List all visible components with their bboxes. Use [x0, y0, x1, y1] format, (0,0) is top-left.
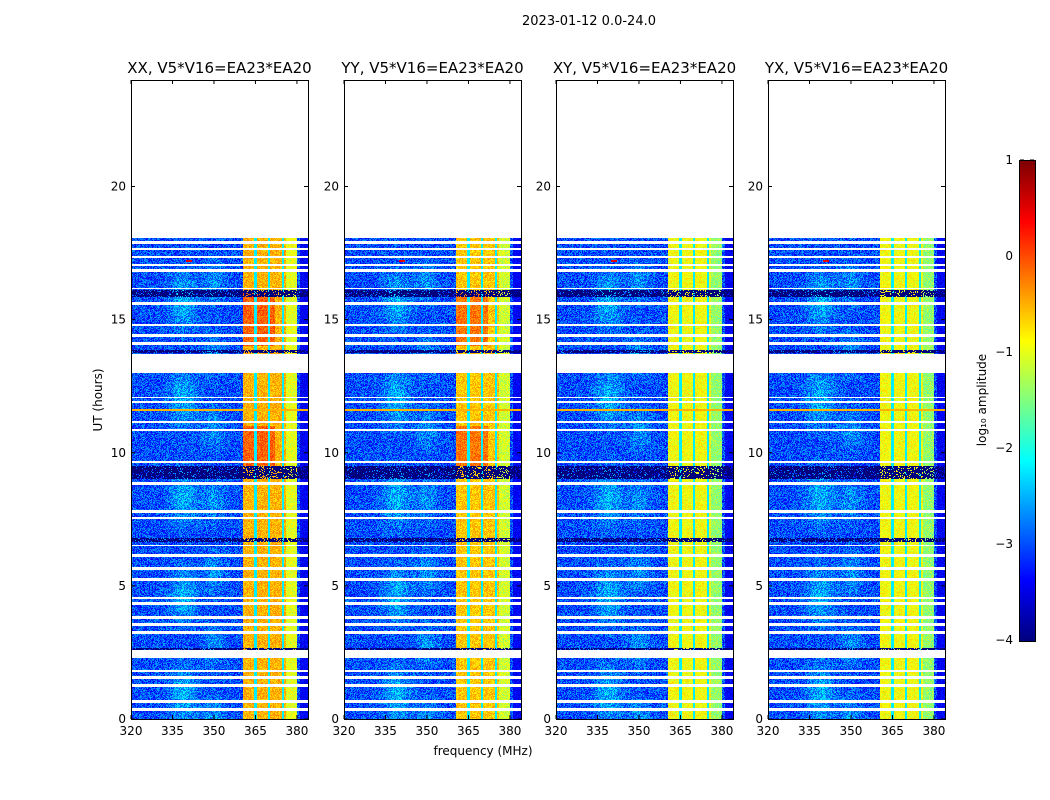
colorbar-tick-label: −3: [995, 537, 1013, 551]
y-tick-label: 20: [111, 180, 126, 194]
x-tick-label: 335: [798, 724, 821, 738]
panel-title: XX, V5*V16=EA23*EA20: [127, 59, 311, 77]
y-tick-label: 5: [543, 579, 551, 593]
plot-frame: [344, 80, 522, 720]
x-tick-label: 335: [586, 724, 609, 738]
y-tick-label: 5: [118, 579, 126, 593]
x-tick-label: 320: [333, 724, 356, 738]
y-axis-label: UT (hours): [91, 368, 105, 431]
x-tick-label: 350: [416, 724, 439, 738]
x-tick-label: 335: [374, 724, 397, 738]
colorbar-tick-label: −2: [995, 441, 1013, 455]
x-tick-label: 380: [285, 724, 308, 738]
x-tick-label: 380: [710, 724, 733, 738]
y-tick-label: 0: [331, 712, 339, 726]
y-tick-label: 5: [755, 579, 763, 593]
spectrogram-xx: [131, 80, 308, 719]
x-tick-label: 365: [881, 724, 904, 738]
spectrogram-yx: [768, 80, 945, 719]
y-tick-label: 15: [536, 313, 551, 327]
figure-suptitle: 2023-01-12 0.0-24.0: [522, 14, 656, 29]
y-tick-label: 0: [118, 712, 126, 726]
y-tick-label: 10: [748, 446, 763, 460]
panel-title: YY, V5*V16=EA23*EA20: [340, 59, 523, 77]
y-tick-label: 20: [324, 180, 339, 194]
spectrogram-yy: [344, 80, 521, 719]
y-tick-label: 15: [111, 313, 126, 327]
y-tick-label: 5: [331, 579, 339, 593]
y-tick-label: 10: [324, 446, 339, 460]
x-tick-label: 365: [457, 724, 480, 738]
x-tick-label: 365: [669, 724, 692, 738]
panel-title: XY, V5*V16=EA23*EA20: [553, 59, 736, 77]
plot-frame: [131, 80, 309, 720]
plot-frame: [768, 80, 946, 720]
panel-title: YX, V5*V16=EA23*EA20: [764, 59, 948, 77]
x-tick-label: 320: [757, 724, 780, 738]
plot-frame: [556, 80, 734, 720]
y-tick-label: 20: [536, 180, 551, 194]
colorbar-tick-label: −4: [995, 633, 1013, 647]
colorbar-tick-label: 1: [1005, 153, 1013, 167]
x-tick-label: 320: [120, 724, 143, 738]
y-tick-label: 10: [536, 446, 551, 460]
y-tick-label: 20: [748, 180, 763, 194]
x-tick-label: 320: [545, 724, 568, 738]
colorbar-label: log₁₀ amplitude: [975, 354, 989, 446]
colorbar: [1019, 160, 1036, 642]
x-tick-label: 350: [203, 724, 226, 738]
x-tick-label: 350: [628, 724, 651, 738]
x-tick-label: 350: [840, 724, 863, 738]
colorbar-tick-label: 0: [1005, 249, 1013, 263]
spectrogram-xy: [556, 80, 733, 719]
y-tick-label: 0: [755, 712, 763, 726]
y-tick-label: 0: [543, 712, 551, 726]
x-tick-label: 380: [498, 724, 521, 738]
x-axis-label: frequency (MHz): [433, 744, 532, 758]
y-tick-label: 10: [111, 446, 126, 460]
y-tick-label: 15: [748, 313, 763, 327]
x-tick-label: 380: [922, 724, 945, 738]
colorbar-tick-label: −1: [995, 345, 1013, 359]
x-tick-label: 365: [244, 724, 267, 738]
x-tick-label: 335: [161, 724, 184, 738]
y-tick-label: 15: [324, 313, 339, 327]
